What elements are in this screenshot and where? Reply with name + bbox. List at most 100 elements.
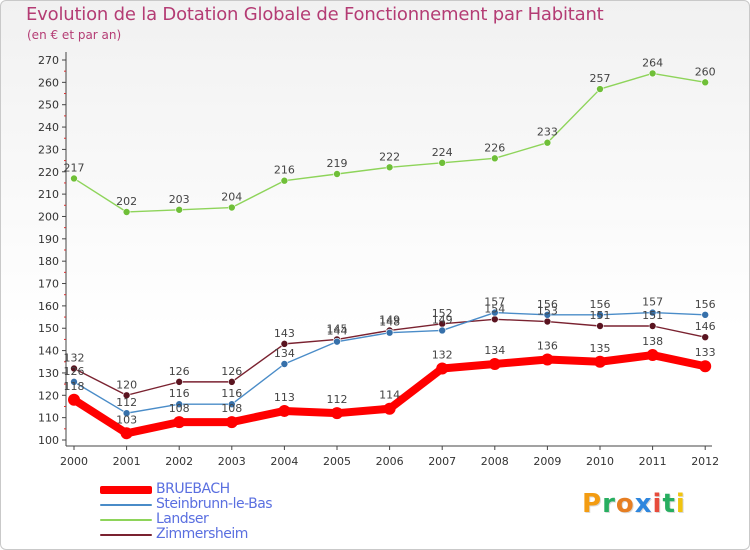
data-label: 126 <box>169 365 190 378</box>
series-line <box>73 72 706 213</box>
logo-letter: i <box>675 489 686 519</box>
data-label: 222 <box>379 150 400 163</box>
data-point <box>488 358 501 370</box>
data-label: 151 <box>642 309 663 322</box>
data-label: 224 <box>432 146 453 159</box>
data-label: 132 <box>64 351 85 364</box>
data-label: 219 <box>327 157 348 170</box>
logo-letter: o <box>615 489 635 519</box>
data-label: 143 <box>274 327 295 340</box>
data-label: 112 <box>327 393 348 406</box>
data-label: 132 <box>432 348 453 361</box>
data-label: 134 <box>274 347 295 360</box>
data-point <box>699 360 712 373</box>
y-tick-label: 170 <box>38 278 59 291</box>
data-point <box>596 322 604 330</box>
legend-item: Steinbrunn-le-Bas <box>100 497 360 512</box>
legend-item: BRUEBACH <box>100 482 360 497</box>
y-tick-label: 110 <box>38 412 59 425</box>
data-point <box>278 404 291 417</box>
data-point <box>543 311 552 319</box>
x-tick-label: 2009 <box>533 455 561 468</box>
data-point <box>594 355 606 368</box>
data-label: 134 <box>484 344 505 357</box>
data-point <box>490 315 499 324</box>
data-point <box>385 163 394 172</box>
data-label: 108 <box>221 402 242 415</box>
data-label: 138 <box>642 335 663 348</box>
chart-subtitle: (en € et par an) <box>27 28 122 42</box>
data-point <box>490 308 499 317</box>
legend-label: Steinbrunn-le-Bas <box>156 496 273 512</box>
data-label: 144 <box>327 325 348 338</box>
data-label: 149 <box>432 313 453 326</box>
data-label: 116 <box>221 387 242 400</box>
y-tick-label: 250 <box>38 99 59 112</box>
y-tick-label: 160 <box>38 300 59 313</box>
data-point <box>280 176 289 185</box>
data-point <box>70 378 78 386</box>
data-label: 204 <box>221 191 242 204</box>
data-label: 151 <box>590 309 611 322</box>
data-point <box>122 208 131 216</box>
data-label: 112 <box>116 396 137 409</box>
x-tick-label: 2001 <box>113 455 141 468</box>
y-tick-label: 270 <box>38 54 59 67</box>
data-point <box>648 69 657 78</box>
legend-swatch <box>100 503 152 506</box>
data-label: 146 <box>695 320 716 333</box>
x-tick-label: 2007 <box>428 455 456 468</box>
data-label: 133 <box>695 346 716 359</box>
chart-title: Evolution de la Dotation Globale de Fonc… <box>26 4 604 25</box>
data-label: 108 <box>169 402 190 415</box>
data-point <box>228 400 236 409</box>
data-label: 118 <box>64 380 85 393</box>
data-point <box>68 393 80 406</box>
data-label: 157 <box>484 296 505 309</box>
y-tick-label: 240 <box>38 121 59 134</box>
y-tick-label: 260 <box>38 76 59 89</box>
data-point <box>228 378 236 386</box>
data-label: 145 <box>327 322 348 335</box>
logo-letter: i <box>652 489 663 519</box>
data-label: 264 <box>642 56 663 69</box>
y-tick-label: 150 <box>38 322 59 335</box>
data-label: 260 <box>695 65 716 78</box>
x-tick-label: 2006 <box>376 455 404 468</box>
data-point <box>70 364 78 373</box>
data-point <box>383 402 396 415</box>
legend-swatch <box>100 518 152 521</box>
legend-item: Landser <box>100 512 360 527</box>
legend-swatch <box>100 485 152 494</box>
data-label: 157 <box>642 296 663 309</box>
data-label: 216 <box>274 164 295 177</box>
proxiti-logo: Proxiti <box>582 489 686 519</box>
y-tick-label: 200 <box>38 210 59 223</box>
legend-label: Landser <box>156 511 209 527</box>
data-point <box>596 85 604 93</box>
data-label: 257 <box>590 72 611 85</box>
data-point <box>385 328 394 337</box>
data-label: 149 <box>379 313 400 326</box>
data-point <box>175 400 183 409</box>
legend: BRUEBACH Steinbrunn-le-Bas Landser Zimmersh… <box>100 482 360 542</box>
legend-label: BRUEBACH <box>156 481 230 497</box>
legend-item: Zimmersheim <box>100 527 360 542</box>
data-point <box>541 353 554 366</box>
data-point <box>122 391 131 400</box>
data-point <box>228 203 236 212</box>
data-point <box>333 337 341 346</box>
data-point <box>280 360 289 368</box>
data-label: 126 <box>221 365 242 378</box>
legend-swatch <box>100 533 152 536</box>
logo-letter: x <box>634 489 653 519</box>
data-point <box>648 308 657 317</box>
y-tick-label: 190 <box>38 233 59 246</box>
data-point <box>543 317 552 326</box>
y-tick-label: 100 <box>38 434 59 447</box>
logo-letter: r <box>602 489 616 519</box>
data-point <box>120 427 133 440</box>
data-point <box>596 311 604 319</box>
data-point <box>173 416 186 429</box>
